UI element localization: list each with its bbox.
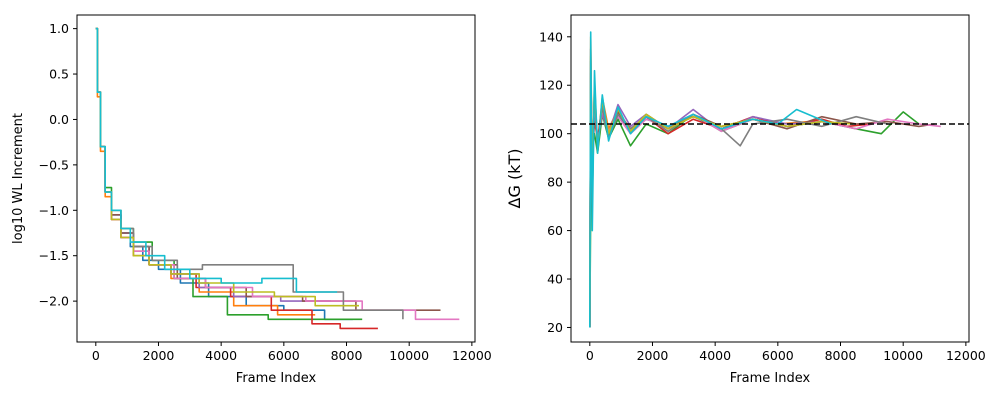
x-tick-label: 2000 [637, 348, 669, 363]
y-tick-label: 60 [547, 223, 563, 238]
x-tick-label: 4000 [699, 348, 731, 363]
series-line-4 [589, 72, 872, 328]
y-tick-label: −1.0 [39, 203, 69, 218]
y-tick-label: 140 [539, 29, 563, 44]
y-axis-label: ΔG (kT) [505, 149, 524, 209]
x-tick-label: 12000 [452, 348, 492, 363]
x-tick-label: 8000 [825, 348, 857, 363]
series-line-7 [589, 65, 941, 328]
y-tick-label: 100 [539, 126, 563, 141]
series-group [95, 27, 460, 330]
y-tick-label: −0.5 [39, 157, 69, 172]
plot-frame [76, 14, 476, 343]
wl-increment-panel: 0 2000 4000 6000 8000 10000 12000 1.0 0.5 0.0 −0.5… [11, 14, 492, 386]
series-line-10 [95, 27, 338, 293]
x-tick-label: 6000 [268, 348, 300, 363]
x-tick-label: 2000 [143, 348, 175, 363]
delta-g-panel: 0 2000 4000 6000 8000 10000 12000 20 40 60 80 100 12… [505, 14, 986, 386]
x-tick-label: 0 [92, 348, 100, 363]
y-tick-label: 1.0 [49, 21, 69, 36]
x-tick-label: 0 [586, 348, 594, 363]
y-axis-label: log10 WL Increment [11, 113, 26, 244]
series-line-6 [589, 48, 935, 328]
series-line-6 [95, 27, 441, 311]
y-tick-label: 0.0 [49, 112, 69, 127]
series-line-5 [95, 27, 331, 302]
series-line-2 [589, 36, 810, 328]
y-tick-label: 80 [547, 175, 563, 190]
x-tick-label: 10000 [389, 348, 429, 363]
y-tick-label: 0.5 [49, 67, 69, 82]
y-tick-label: 40 [547, 272, 563, 287]
y-tick-label: 120 [539, 78, 563, 93]
series-line-8 [95, 27, 404, 320]
series-line-1 [95, 27, 353, 321]
y-tick-label: 20 [547, 320, 563, 335]
x-tick-label: 12000 [946, 348, 986, 363]
x-axis-label: Frame Index [730, 371, 811, 386]
series-group [589, 31, 941, 328]
x-tick-label: 8000 [331, 348, 363, 363]
series-line-3 [589, 111, 920, 328]
plot-frame [570, 14, 970, 343]
series-line-2 [95, 27, 316, 316]
x-axis-label: Frame Index [236, 371, 317, 386]
y-tick-label: −2.0 [39, 294, 69, 309]
x-tick-label: 6000 [762, 348, 794, 363]
series-line-9 [589, 55, 854, 328]
series-line-3 [95, 27, 363, 321]
series-line-5 [589, 96, 825, 328]
x-tick-label: 10000 [883, 348, 923, 363]
series-line-7 [95, 27, 460, 321]
series-line-10 [589, 31, 832, 328]
y-tick-label: −1.5 [39, 248, 69, 263]
series-line-1 [589, 60, 847, 328]
x-tick-label: 4000 [205, 348, 237, 363]
